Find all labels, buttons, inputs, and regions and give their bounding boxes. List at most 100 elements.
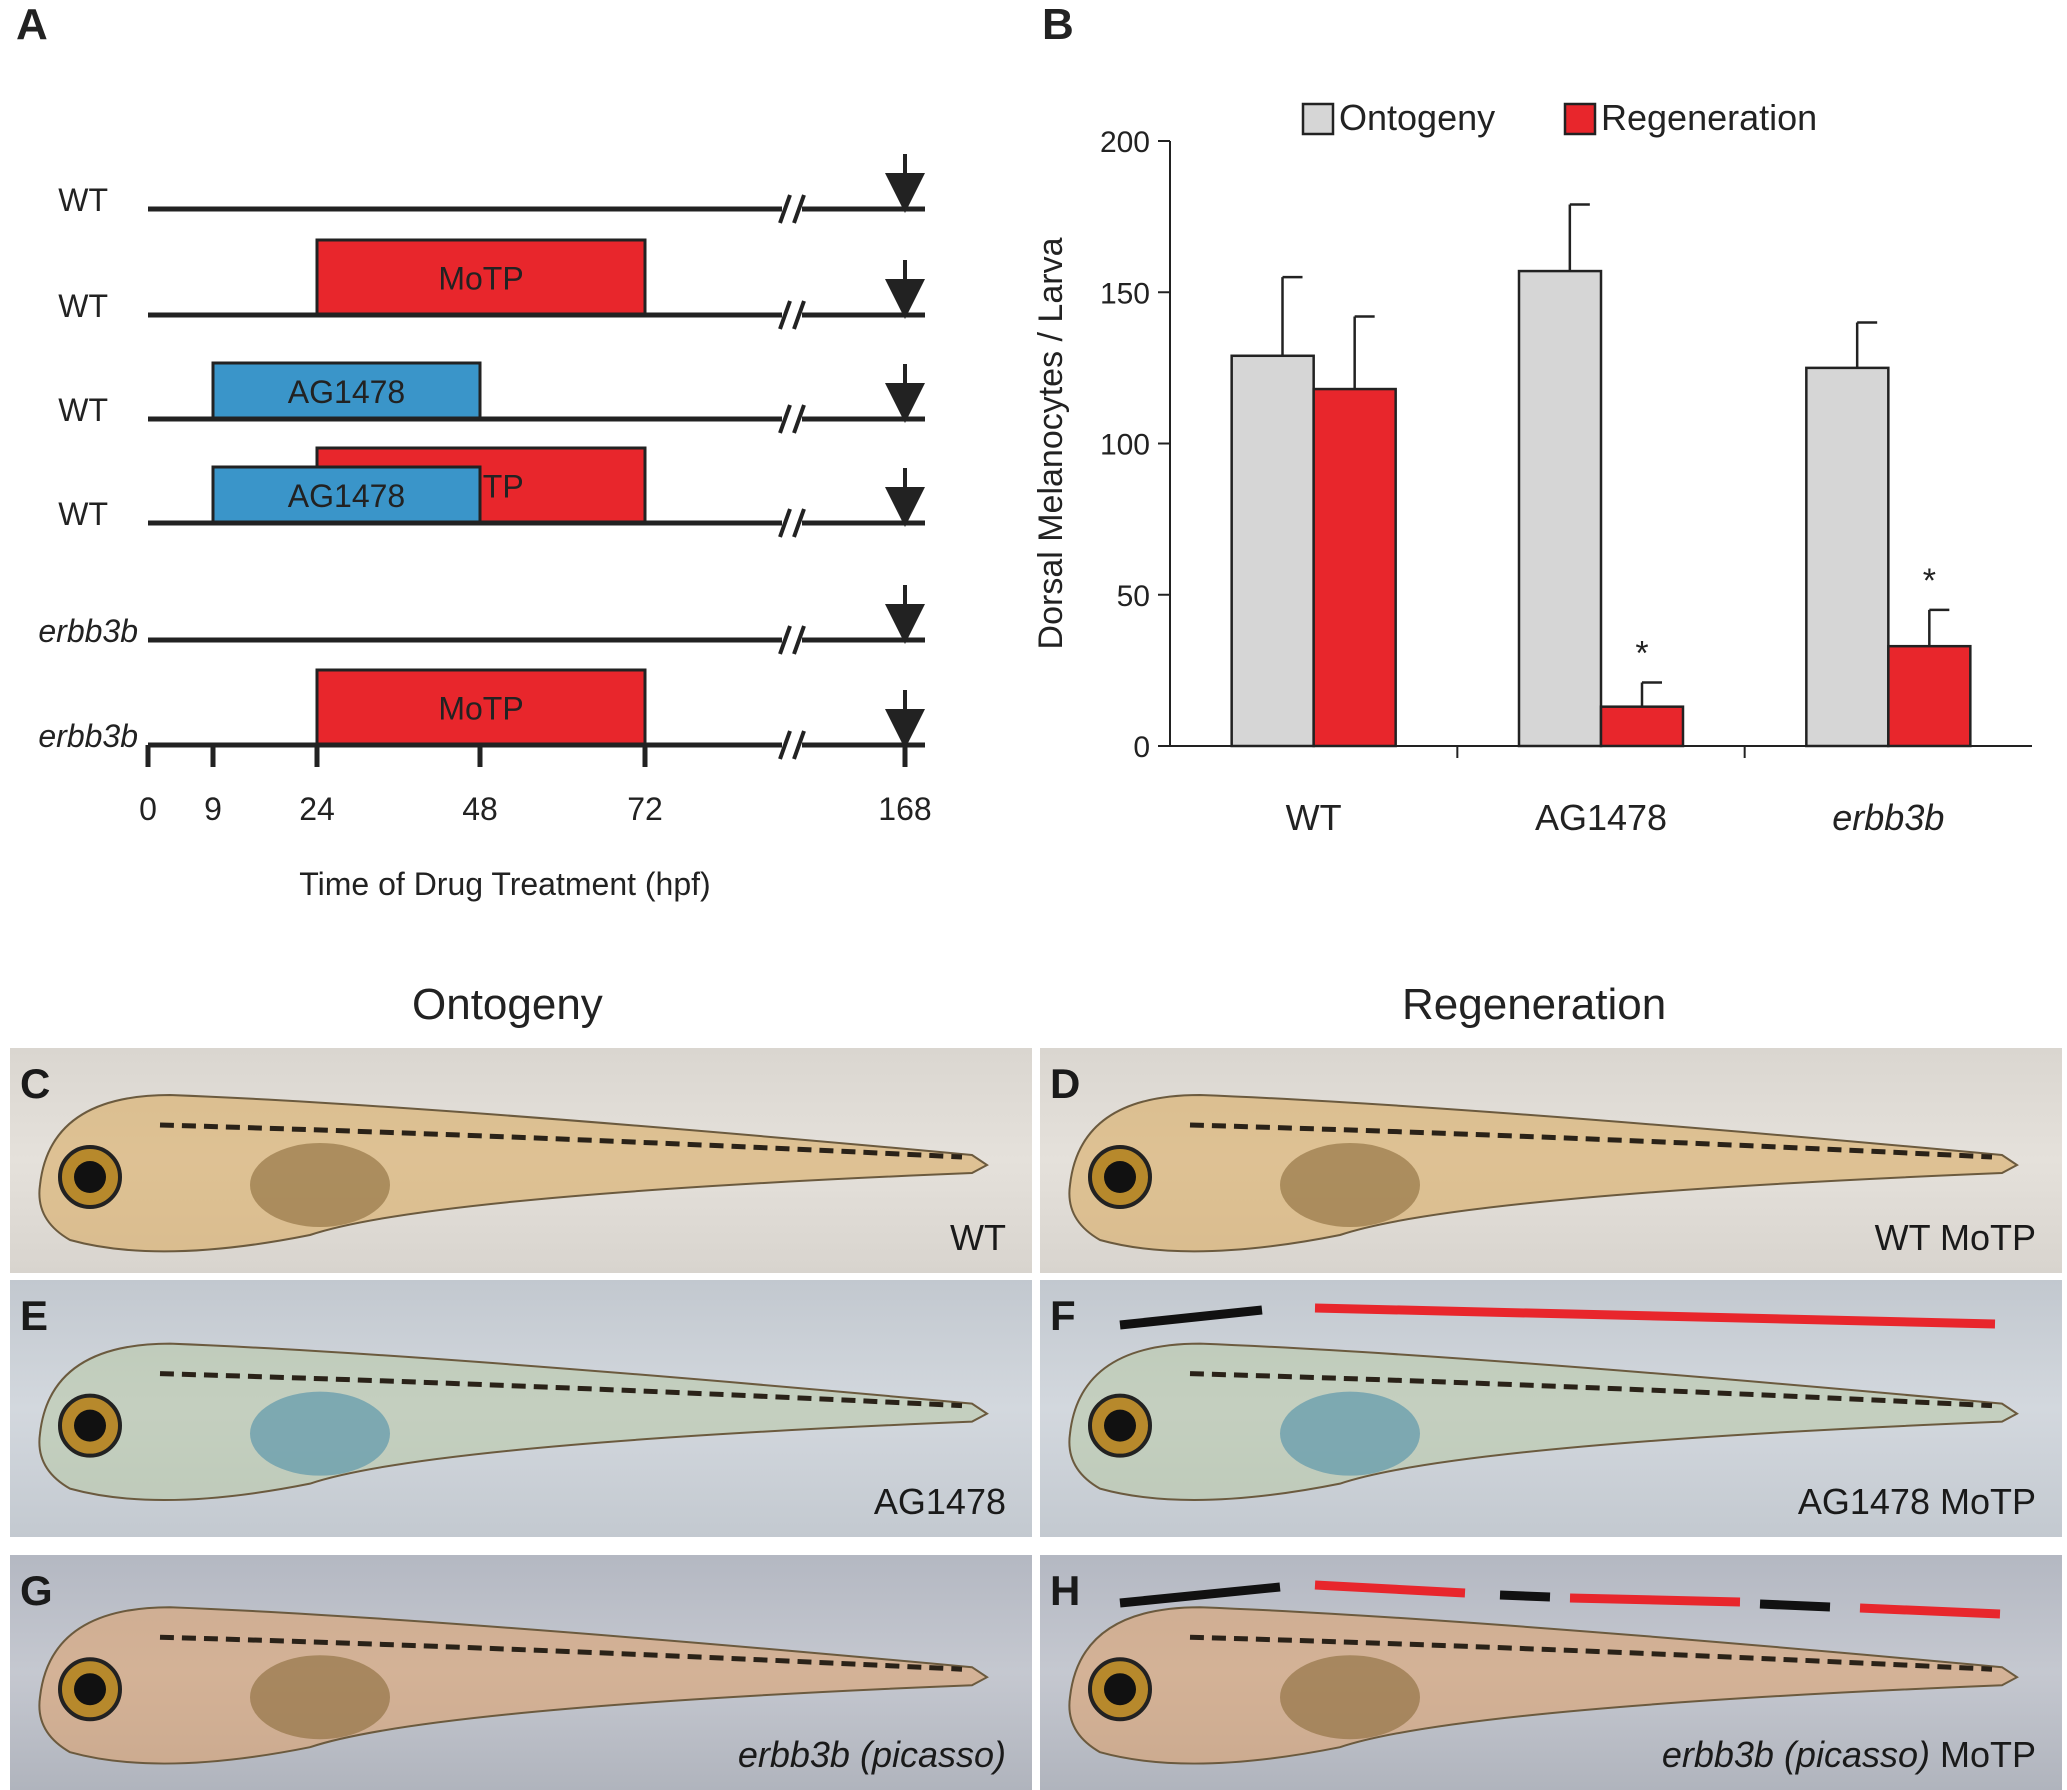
row-label-0: WT	[58, 182, 108, 218]
larva-illustration	[38, 1606, 989, 1765]
y-tick-label: 0	[1133, 731, 1150, 764]
axis-title: Time of Drug Treatment (hpf)	[299, 866, 710, 902]
yolk-sac	[250, 1391, 390, 1476]
marker-line-black	[1119, 1305, 1263, 1330]
larva-illustration	[38, 1342, 989, 1501]
legend-swatch	[1563, 102, 1597, 136]
axis-break-mark	[792, 508, 806, 538]
treatment-bar-motp	[315, 668, 647, 747]
marker-line-red	[1569, 1593, 1741, 1607]
larva-illustration	[38, 1093, 989, 1253]
axis-break-mark	[778, 508, 792, 538]
photo-caption: AG1478 MoTP	[1798, 1481, 2036, 1523]
axis-tick-label: 48	[462, 791, 498, 827]
ontogeny-title: Ontogeny	[412, 980, 603, 1029]
photo-caption: erbb3b (picasso)	[738, 1734, 1006, 1776]
y-tick-label: 100	[1100, 429, 1150, 462]
axis-tick-label: 24	[299, 791, 335, 827]
pupil	[1104, 1409, 1136, 1442]
axis-break-mark	[792, 194, 806, 224]
panel-label-d: D	[1050, 1060, 1081, 1107]
yolk-sac	[1280, 1655, 1420, 1740]
category-label: WT	[1286, 797, 1342, 838]
bar-regeneration-wt	[1312, 387, 1397, 748]
axis-break-mark	[778, 194, 792, 224]
marker-line-black	[1759, 1599, 1831, 1612]
caption-text: WT MoTP	[1874, 1217, 2036, 1258]
melanocyte-stripe	[1189, 1371, 1993, 1409]
row-label-2: WT	[58, 392, 108, 428]
caption-italic: erbb3b (picasso)	[1661, 1734, 1930, 1775]
axis-break-mark	[792, 300, 806, 330]
caption-text: MoTP	[1929, 1734, 2036, 1775]
panel-label-g: G	[20, 1567, 53, 1614]
photo-caption: WT MoTP	[1875, 1217, 2036, 1259]
axis-break-mark	[778, 730, 792, 760]
axis-break-mark	[792, 730, 806, 760]
marker-line-red	[1314, 1303, 1996, 1329]
melanocyte-stripe	[159, 1122, 963, 1160]
melanocyte-stripe	[159, 1371, 963, 1409]
caption-text: WT	[950, 1217, 1006, 1258]
yolk-sac	[1280, 1391, 1420, 1476]
axis-break-mark	[778, 625, 792, 655]
axis-break-mark	[778, 404, 792, 434]
larva-body	[1068, 1342, 2019, 1501]
photo-caption: WT	[950, 1217, 1006, 1259]
figure-top-svg: WT WT MoTP WT AG1478 WT MoTP AG1478 erbb3b erbb3b…	[38, 97, 2032, 902]
row-label-1: WT	[58, 288, 108, 324]
treatment-label-ag1478: AG1478	[288, 478, 405, 514]
marker-line-black	[1499, 1590, 1551, 1602]
treatment-label-motp: MoTP	[438, 691, 523, 727]
regeneration-title: Regeneration	[1402, 980, 1667, 1029]
panel-label-c: C	[20, 1060, 51, 1107]
larva-photo-e: E AG1478	[10, 1280, 1032, 1537]
larva-body	[38, 1093, 989, 1253]
panel-label-a: A	[16, 0, 48, 49]
axis-break-mark	[792, 404, 806, 434]
bar-ontogeny-ag1478	[1517, 269, 1603, 748]
larva-illustration	[1068, 1093, 2019, 1253]
yolk-sac	[250, 1143, 390, 1227]
caption-text: MoTP	[1929, 1481, 2036, 1522]
category-label: AG1478	[1535, 797, 1667, 838]
larva-photo-d: D WT MoTP	[1040, 1048, 2062, 1273]
larva-photo-c: C WT	[10, 1048, 1032, 1273]
axis-tick-label: 72	[627, 791, 663, 827]
axis-break-mark	[792, 625, 806, 655]
pupil	[74, 1409, 106, 1442]
y-tick-label: 200	[1100, 126, 1150, 159]
photo-caption: AG1478	[874, 1481, 1006, 1523]
melanocyte-stripe	[159, 1634, 963, 1672]
melanocyte-stripe	[1189, 1122, 1993, 1160]
pupil	[74, 1673, 106, 1706]
yolk-sac	[1280, 1143, 1420, 1227]
pupil	[1104, 1673, 1136, 1706]
significance-marker: *	[1923, 562, 1936, 600]
category-label: erbb3b	[1832, 797, 1944, 838]
treatment-bar-ag1478	[211, 361, 482, 421]
y-tick-label: 50	[1117, 580, 1150, 613]
bar-chart: 0 50 100 150 200 Dorsal Melanocytes / Larva WT…	[1032, 97, 2032, 838]
y-axis-label: Dorsal Melanocytes / Larva	[1032, 237, 1070, 649]
larva-body	[38, 1342, 989, 1501]
photo-caption: erbb3b (picasso) MoTP	[1662, 1734, 2036, 1776]
bar-regeneration-ag1478	[1599, 705, 1685, 748]
larva-illustration	[1068, 1303, 2019, 1501]
larva-photo-f: F AG1478 MoTP	[1040, 1280, 2062, 1537]
bar-ontogeny-wt	[1230, 354, 1315, 748]
legend-label: Regeneration	[1601, 97, 1817, 138]
panel-label-h: H	[1050, 1567, 1081, 1614]
pupil	[1104, 1161, 1136, 1193]
treatment-bar-ag1478	[211, 465, 482, 525]
axis-break-mark	[778, 300, 792, 330]
caption-text: AG1478	[873, 1481, 1006, 1522]
axis-tick-label: 0	[139, 791, 157, 827]
melanocyte-stripe	[1189, 1634, 1993, 1672]
row-label-5: erbb3b	[38, 718, 138, 754]
marker-line-black	[1119, 1582, 1281, 1608]
treatment-label-motp: MoTP	[438, 261, 523, 297]
row-label-4: erbb3b	[38, 613, 138, 649]
